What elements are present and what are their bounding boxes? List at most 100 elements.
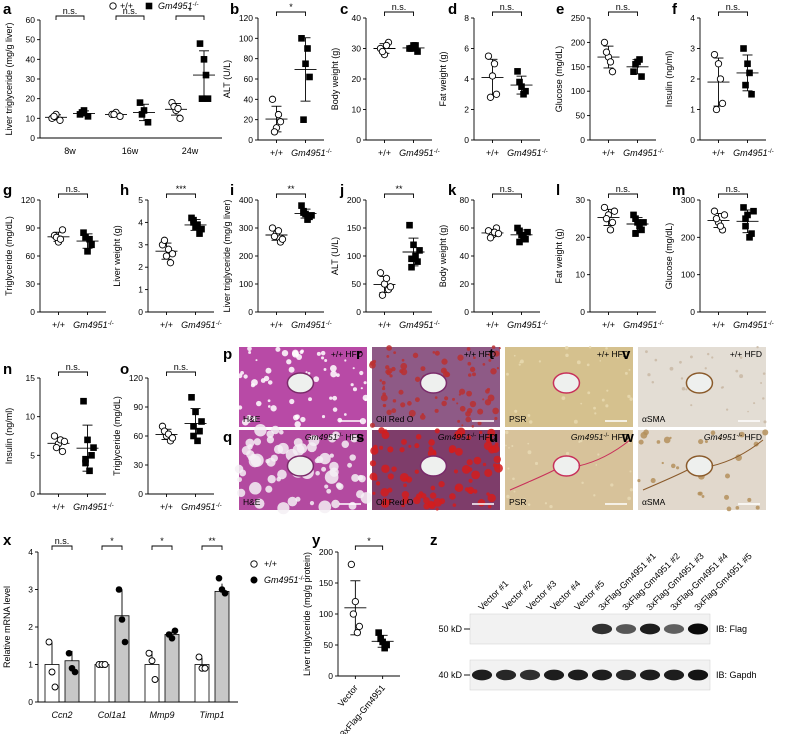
data-point: [84, 248, 91, 255]
y-axis-label: Body weight (g): [438, 225, 448, 288]
y-tick-label: 400: [239, 195, 253, 205]
x-category-label: +/+: [160, 320, 173, 330]
data-point: [151, 676, 159, 683]
y-tick-label: 10: [26, 412, 36, 422]
panel-l: 0 10 20 30 Fat weight (g) l n.s. +/+ Gm4951-/-: [554, 182, 664, 330]
data-point: [486, 234, 495, 242]
data-point: [382, 274, 391, 283]
y-tick-label: 90: [134, 402, 144, 412]
x-category-label: Gm4951-/-: [623, 320, 664, 330]
significance-bracket: [276, 193, 306, 198]
legend-wt-label: +/+: [120, 1, 133, 11]
significance-bracket: [354, 545, 384, 550]
data-point: [608, 218, 617, 227]
panel-h: 0 1 2 3 4 5 Liver weight (g) h *** +/+ Gm4951-/-: [112, 182, 222, 330]
x-category-label: +/+: [52, 502, 65, 512]
y-tick-label: 0: [464, 307, 469, 317]
data-point: [353, 628, 362, 637]
blot-band: [543, 669, 565, 681]
y-tick-label: 0: [356, 135, 361, 145]
panel-letter: l: [556, 182, 560, 199]
significance-label: n.s.: [63, 6, 78, 16]
micrograph-condition-label: +/+ HFD: [597, 349, 629, 359]
x-category-label: +/+: [52, 320, 65, 330]
micrograph-stain-label: PSR: [509, 414, 526, 424]
blot-band: [591, 669, 613, 681]
significance-label: n.s.: [726, 184, 741, 194]
data-point: [144, 118, 152, 126]
data-point: [486, 93, 495, 101]
data-point: [298, 202, 305, 209]
data-point: [714, 60, 723, 68]
significance-bracket: [115, 15, 145, 20]
x-category-label: Gm4951-/-: [399, 320, 440, 330]
significance-label: n.s.: [616, 184, 631, 194]
data-point: [80, 397, 87, 405]
y-tick-label: 50: [352, 279, 362, 289]
data-point: [200, 56, 208, 63]
panel-letter: u: [489, 429, 498, 446]
data-point: [349, 610, 358, 618]
legend-wt-marker: [109, 2, 117, 10]
x-category-label: Timp1: [200, 710, 225, 720]
legend-wt-marker: [250, 560, 258, 568]
data-point: [600, 38, 609, 47]
significance-bracket: [608, 193, 638, 198]
data-point: [748, 90, 755, 98]
y-tick-label: 2: [28, 622, 33, 632]
data-point: [58, 447, 67, 456]
data-point: [740, 45, 747, 52]
data-point: [118, 616, 126, 623]
y-axis-label: Fat weight (g): [438, 51, 448, 106]
data-point: [351, 597, 360, 606]
data-point: [136, 99, 144, 106]
x-category-label: Gm4951-/-: [399, 148, 440, 158]
y-tick-label: 50: [26, 35, 36, 45]
y-tick-label: 100: [239, 33, 253, 43]
data-point: [204, 95, 212, 102]
y-tick-label: 0: [328, 671, 333, 681]
data-point: [355, 622, 364, 631]
y-tick-label: 120: [21, 195, 35, 205]
data-point: [101, 661, 109, 668]
data-point: [516, 227, 523, 235]
y-axis-label: Insulin (ng/ml): [664, 51, 674, 108]
y-tick-label: 4: [464, 74, 469, 84]
significance-bracket: [384, 193, 414, 198]
legend-wt-label: +/+: [264, 559, 277, 569]
data-point: [56, 116, 64, 124]
data-point: [520, 233, 527, 240]
data-point: [712, 105, 721, 114]
panel-letter: e: [556, 1, 564, 18]
micrograph-w: Gm4951-/- HFD αSMA w: [621, 429, 769, 512]
data-point: [306, 73, 313, 81]
data-point: [716, 222, 725, 230]
data-point: [58, 226, 67, 234]
data-point: [742, 81, 749, 89]
micrograph-p: +/+ HFD H&E p: [223, 346, 369, 428]
panel-letter: c: [340, 1, 348, 18]
significance-label: *: [110, 536, 114, 546]
x-category-label: Gm4951-/-: [291, 148, 332, 158]
significance-bracket: [201, 545, 223, 550]
y-tick-label: 4: [138, 217, 143, 227]
data-point: [712, 215, 721, 223]
panel-letter: v: [622, 346, 631, 363]
blot-band: [663, 669, 685, 681]
y-tick-label: 120: [239, 13, 253, 23]
data-point: [138, 111, 146, 118]
blot-antibody-label: IB: Flag: [716, 624, 747, 634]
data-point: [88, 452, 95, 459]
data-point: [606, 226, 615, 234]
data-point: [174, 104, 182, 113]
x-category-label: Gm4951-/-: [733, 320, 774, 330]
y-tick-label: 20: [460, 279, 470, 289]
y-tick-label: 200: [347, 195, 361, 205]
y-tick-label: 1: [690, 105, 695, 115]
panel-b: 0 20 40 60 80 100 120 ALT (U/L) b * +/+ Gm4951-/-: [222, 1, 332, 158]
y-tick-label: 100: [681, 270, 695, 280]
y-tick-label: 0: [580, 135, 585, 145]
data-point: [520, 90, 527, 98]
y-tick-label: 40: [244, 94, 254, 104]
